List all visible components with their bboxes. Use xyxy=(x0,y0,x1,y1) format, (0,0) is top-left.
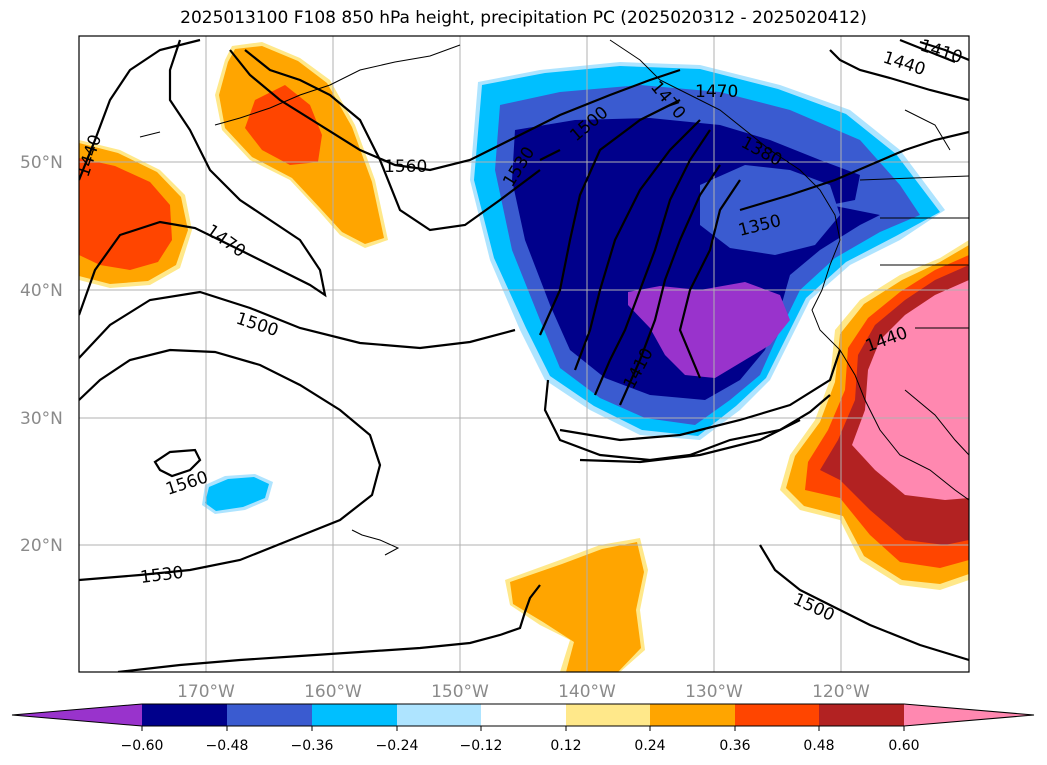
lat-label: 50°N xyxy=(20,153,63,173)
colorbar-extend-low xyxy=(12,704,142,726)
contour-label: 1560 xyxy=(384,157,427,177)
map-panel: 1440 1470 1560 1500 1530 1470 1440 1410 … xyxy=(79,36,969,672)
negative-precip-region xyxy=(470,62,945,440)
colorbar-extend-high xyxy=(904,704,1034,726)
colorbar-tick-label: 0.60 xyxy=(888,738,919,754)
colorbar-segment xyxy=(650,704,735,726)
positive-precip-region-aleutians xyxy=(215,42,388,248)
latitude-labels: 50°N 40°N 30°N 20°N xyxy=(20,153,63,556)
colorbar-segment xyxy=(227,704,312,726)
colorbar-tick-label: −0.36 xyxy=(291,738,334,754)
positive-precip-region-subtropics xyxy=(505,538,648,672)
colorbar: −0.60 −0.48 −0.36 −0.24 −0.12 0.12 0.24 … xyxy=(11,703,1035,754)
colorbar-tick-label: −0.12 xyxy=(460,738,503,754)
figure-title: 2025013100 F108 850 hPa height, precipit… xyxy=(180,8,867,28)
colorbar-tick-label: −0.60 xyxy=(121,738,164,754)
map-frame xyxy=(78,35,970,673)
colorbar-segment xyxy=(397,704,481,726)
contour-label: 1470 xyxy=(695,82,738,102)
shade-purple xyxy=(628,282,790,378)
contour-labels: 1440 1470 1560 1500 1530 1470 1440 1410 … xyxy=(79,36,965,626)
colorbar-tick-label: 0.24 xyxy=(634,738,665,754)
lon-label: 120°W xyxy=(812,682,870,702)
gridlines xyxy=(79,36,969,672)
height-contours xyxy=(79,38,969,672)
colorbar-tick-label: 0.36 xyxy=(719,738,750,754)
colorbar-tick-label: −0.48 xyxy=(206,738,249,754)
lon-label: 140°W xyxy=(558,682,616,702)
colorbar-segment xyxy=(142,704,227,726)
longitude-labels: 170°W 160°W 150°W 140°W 130°W 120°W xyxy=(177,682,870,702)
lon-label: 170°W xyxy=(177,682,235,702)
lon-label: 130°W xyxy=(685,682,743,702)
colorbar-tick-label: −0.24 xyxy=(376,738,419,754)
lat-label: 40°N xyxy=(20,281,63,301)
colorbar-tick-label: 0.48 xyxy=(803,738,834,754)
colorbar-segment xyxy=(312,704,397,726)
colorbar-segment xyxy=(566,704,650,726)
lat-label: 20°N xyxy=(20,536,63,556)
colorbar-segment xyxy=(481,704,566,726)
colorbar-segment xyxy=(735,704,819,726)
small-negative-blob xyxy=(202,474,273,514)
colorbar-tick-label: 0.12 xyxy=(550,738,581,754)
lat-label: 30°N xyxy=(20,409,63,429)
coastlines xyxy=(139,39,969,556)
positive-precip-region-west xyxy=(79,140,192,288)
colorbar-segment xyxy=(819,704,904,726)
lon-label: 150°W xyxy=(431,682,489,702)
lon-label: 160°W xyxy=(304,682,362,702)
